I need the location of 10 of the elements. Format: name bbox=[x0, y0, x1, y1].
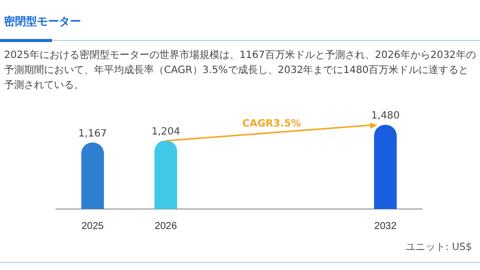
x-tick-label: 2025 bbox=[81, 220, 104, 232]
chart-title: 密閉型モーター bbox=[4, 14, 81, 29]
data-label: 1,204 bbox=[151, 126, 180, 138]
text: 2025年における密閉型モーターの世界市場規模は、1167百万米ドルと予測され、2026年から2032年の予測期間において、年平均成長率（CAGR）3.5%で成長し、2032年までに1480百万米ドルに達すると予測されている。 bbox=[4, 48, 476, 93]
data-label: 1,480 bbox=[371, 110, 400, 122]
x-tick-label: 2026 bbox=[154, 220, 178, 232]
annotation: CAGR3.5% bbox=[242, 118, 301, 130]
x-tick-label: 2032 bbox=[374, 220, 397, 232]
data-label: 1,167 bbox=[78, 128, 107, 140]
text: ユニット: US$ bbox=[405, 241, 472, 254]
